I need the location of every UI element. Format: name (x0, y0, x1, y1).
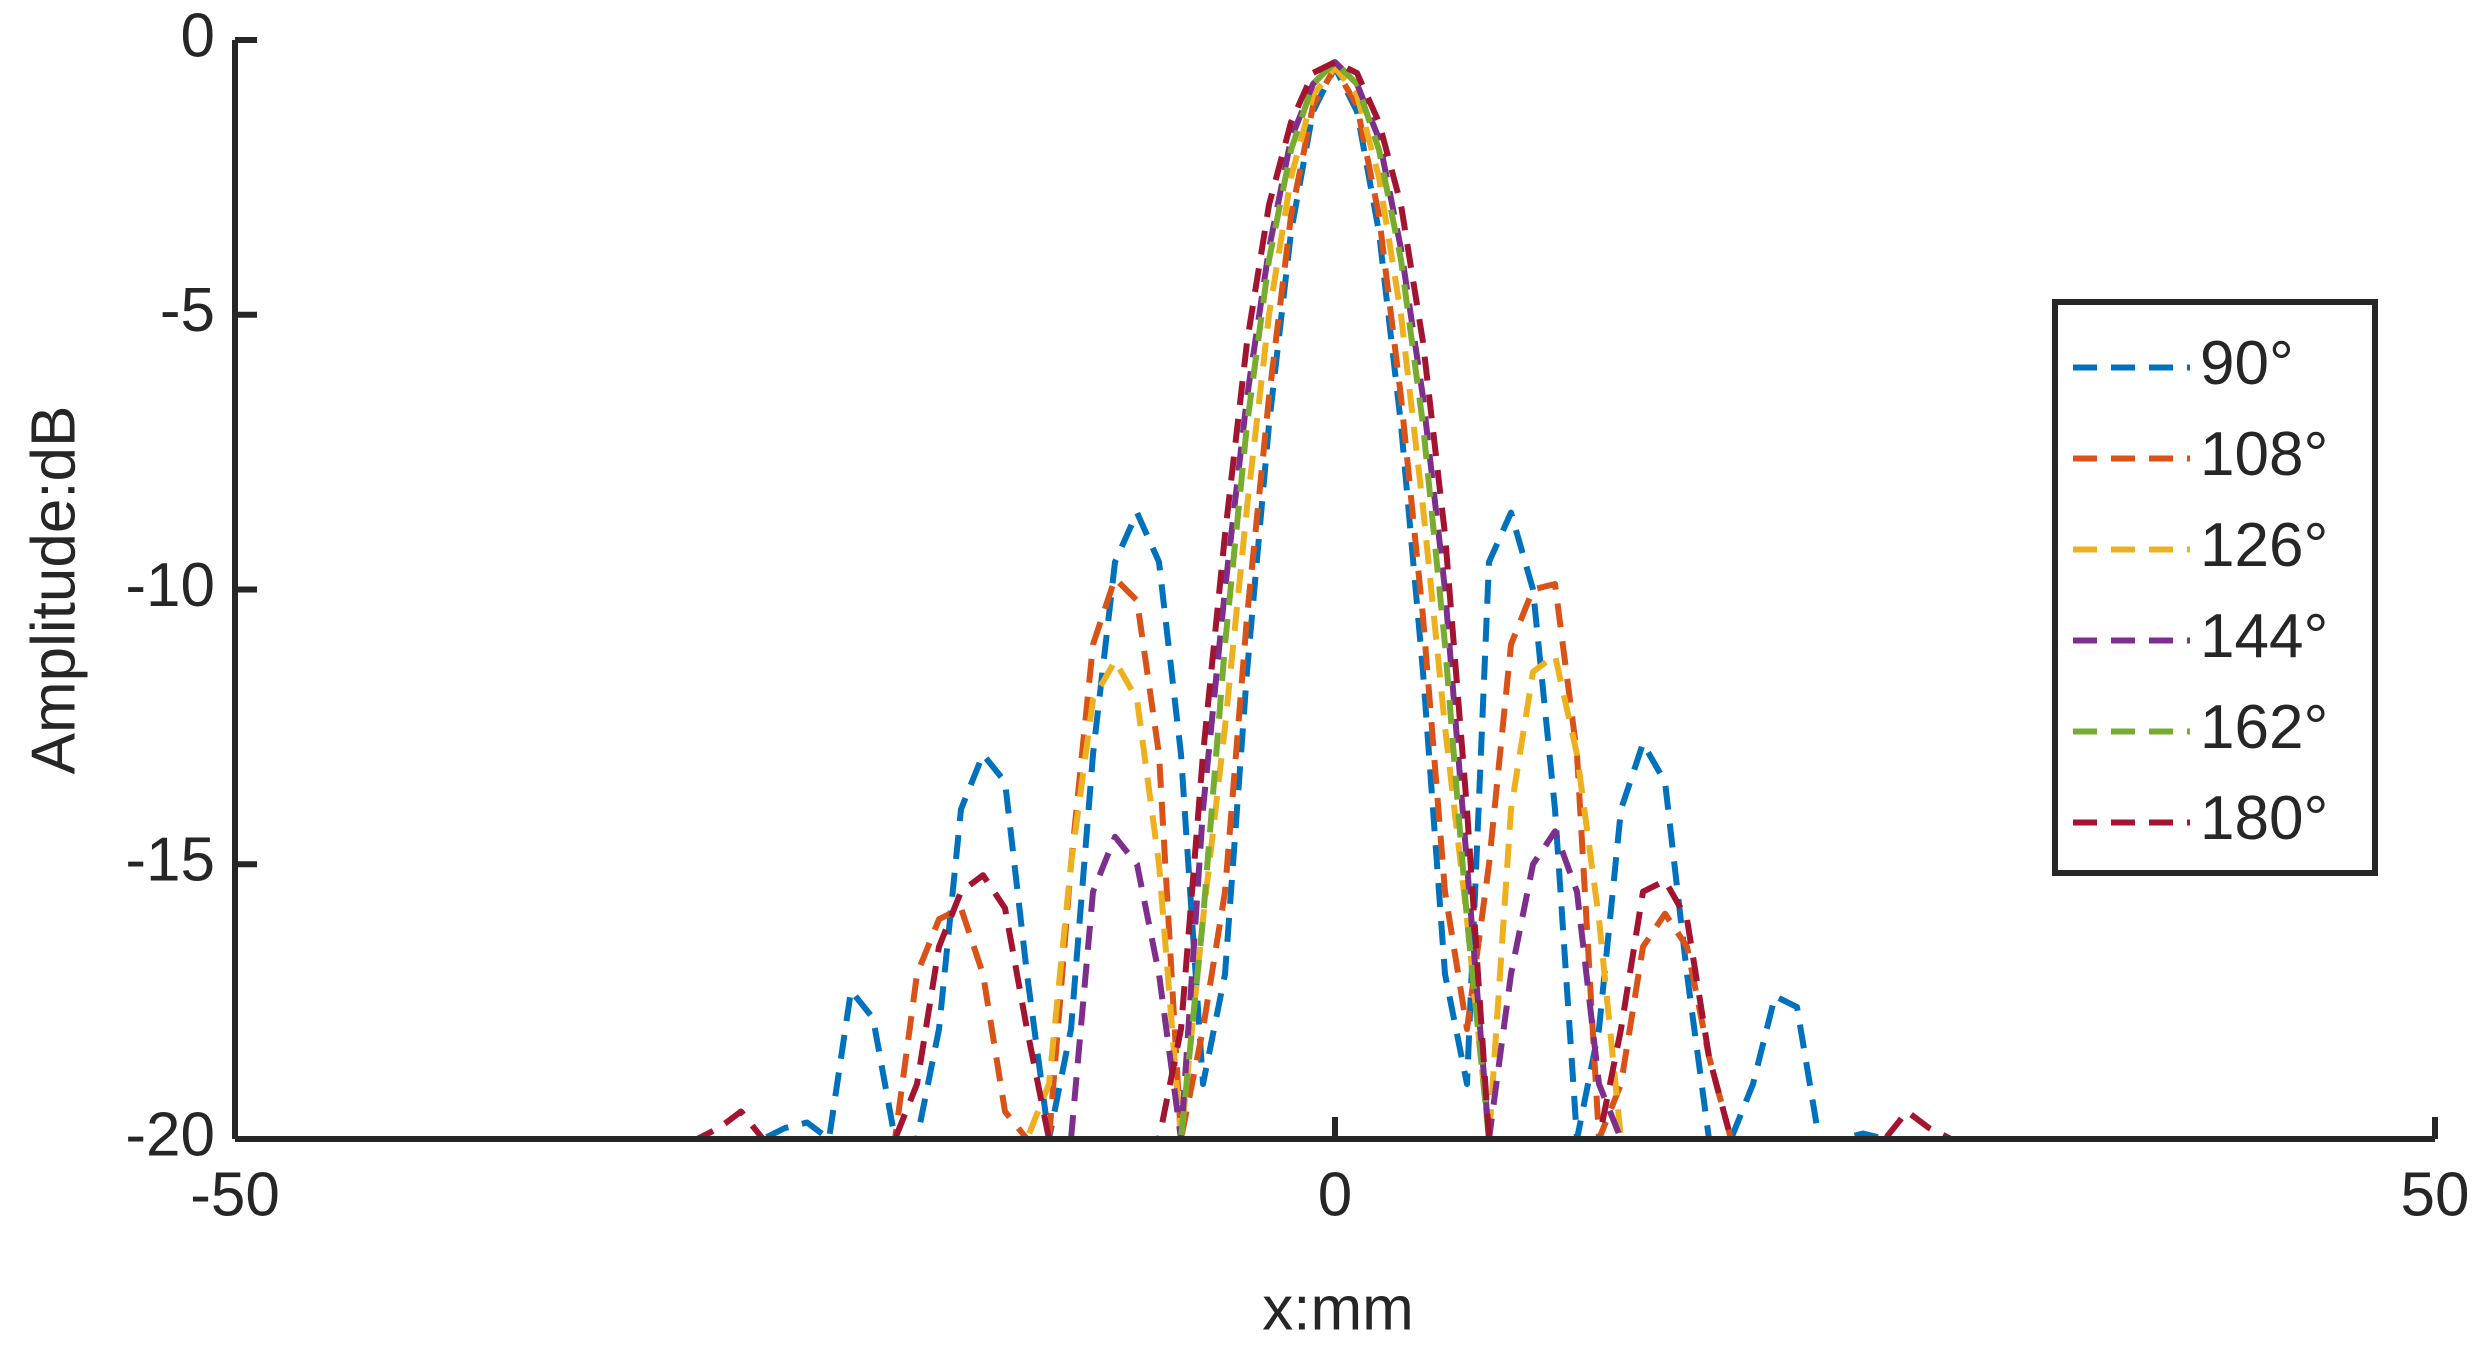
y-tick-label: 0 (181, 1, 215, 70)
y-tick-label: -15 (125, 826, 215, 895)
y-tick-label: -10 (125, 551, 215, 620)
legend: 90° 108° 126° 144° 162° 180° (2052, 299, 2378, 876)
y-axis-label: Amplitude:dB (19, 406, 88, 775)
legend-label: 90° (2200, 329, 2294, 398)
legend-label: 126° (2200, 511, 2328, 580)
legend-label: 162° (2200, 693, 2328, 762)
legend-label: 180° (2200, 784, 2328, 853)
legend-label: 144° (2200, 602, 2328, 671)
x-tick-label: 0 (1318, 1160, 1352, 1229)
x-axis-label: x:mm (1262, 1274, 1414, 1343)
x-tick-label: 50 (2401, 1160, 2470, 1229)
legend-box (2052, 299, 2378, 876)
legend-label: 108° (2200, 420, 2328, 489)
y-tick-label: -20 (125, 1100, 215, 1169)
y-tick-label: -5 (160, 276, 215, 345)
x-tick-label: -50 (190, 1160, 280, 1229)
